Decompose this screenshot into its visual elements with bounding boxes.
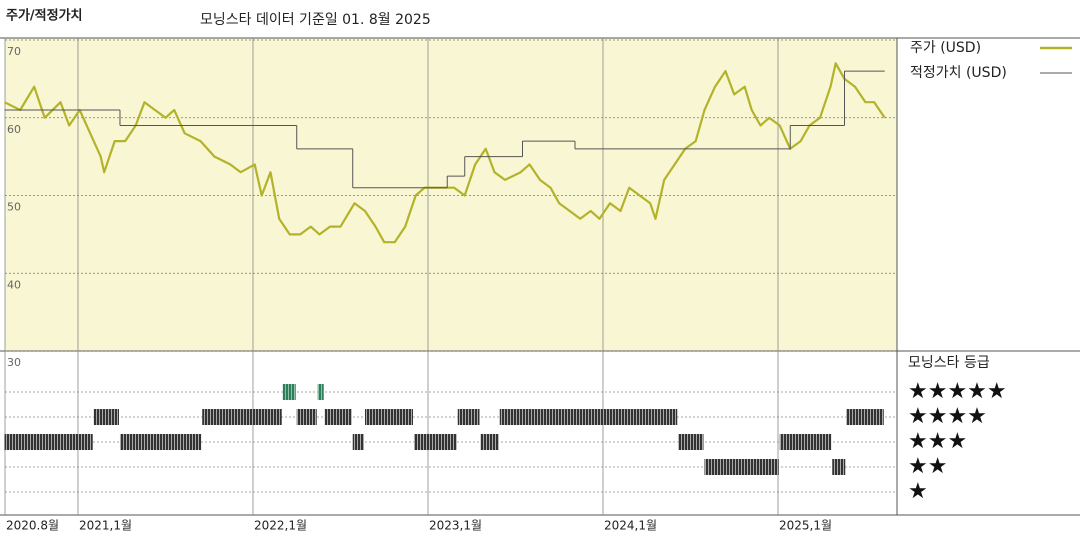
rating-legend-label: ★★★★ [908, 404, 987, 429]
y-tick-label: 30 [7, 356, 21, 369]
x-tick-label: 2023,1월 [429, 519, 482, 533]
chart-subtitle: 모닝스타 데이터 기준일 01. 8월 2025 [200, 12, 431, 28]
rating-bar [93, 409, 119, 425]
rating-legend-label: ★★★ [908, 429, 967, 454]
rating-bar [779, 434, 832, 450]
rating-bar [282, 384, 296, 400]
rating-bar [317, 384, 324, 400]
rating-bar [352, 434, 364, 450]
rating-bar [499, 409, 678, 425]
x-tick-label: 2021,1월 [79, 519, 132, 533]
rating-bar [4, 434, 93, 450]
rating-bar [480, 434, 499, 450]
rating-title: 모닝스타 등급 [908, 355, 990, 371]
x-tick-label: 2024,1월 [604, 519, 657, 533]
rating-legend-label: ★★ [908, 454, 947, 479]
rating-bar [846, 409, 884, 425]
rating-bar [202, 409, 282, 425]
rating-bar [832, 459, 846, 475]
y-tick-label: 60 [7, 123, 21, 136]
rating-bar [457, 409, 480, 425]
chart-title: 주가/적정가치 [6, 8, 83, 24]
rating-bar [704, 459, 779, 475]
x-tick-label: 2025,1월 [779, 519, 832, 533]
legend-label: 적정가치 (USD) [910, 65, 1007, 81]
y-tick-label: 70 [7, 45, 21, 58]
rating-bar [364, 409, 413, 425]
plot-background [5, 38, 897, 351]
rating-legend-label: ★ [908, 479, 928, 504]
rating-bar [324, 409, 352, 425]
rating-bar [119, 434, 202, 450]
y-tick-label: 50 [7, 201, 21, 214]
price-line [4, 62, 886, 244]
x-tick-label: 2020.8월 [6, 519, 59, 533]
legend-label: 주가 (USD) [910, 40, 981, 56]
rating-bar [678, 434, 704, 450]
rating-legend-label: ★★★★★ [908, 379, 1007, 404]
x-tick-label: 2022,1월 [254, 519, 307, 533]
rating-bar [296, 409, 317, 425]
rating-bar [413, 434, 457, 450]
y-tick-label: 40 [7, 278, 21, 291]
